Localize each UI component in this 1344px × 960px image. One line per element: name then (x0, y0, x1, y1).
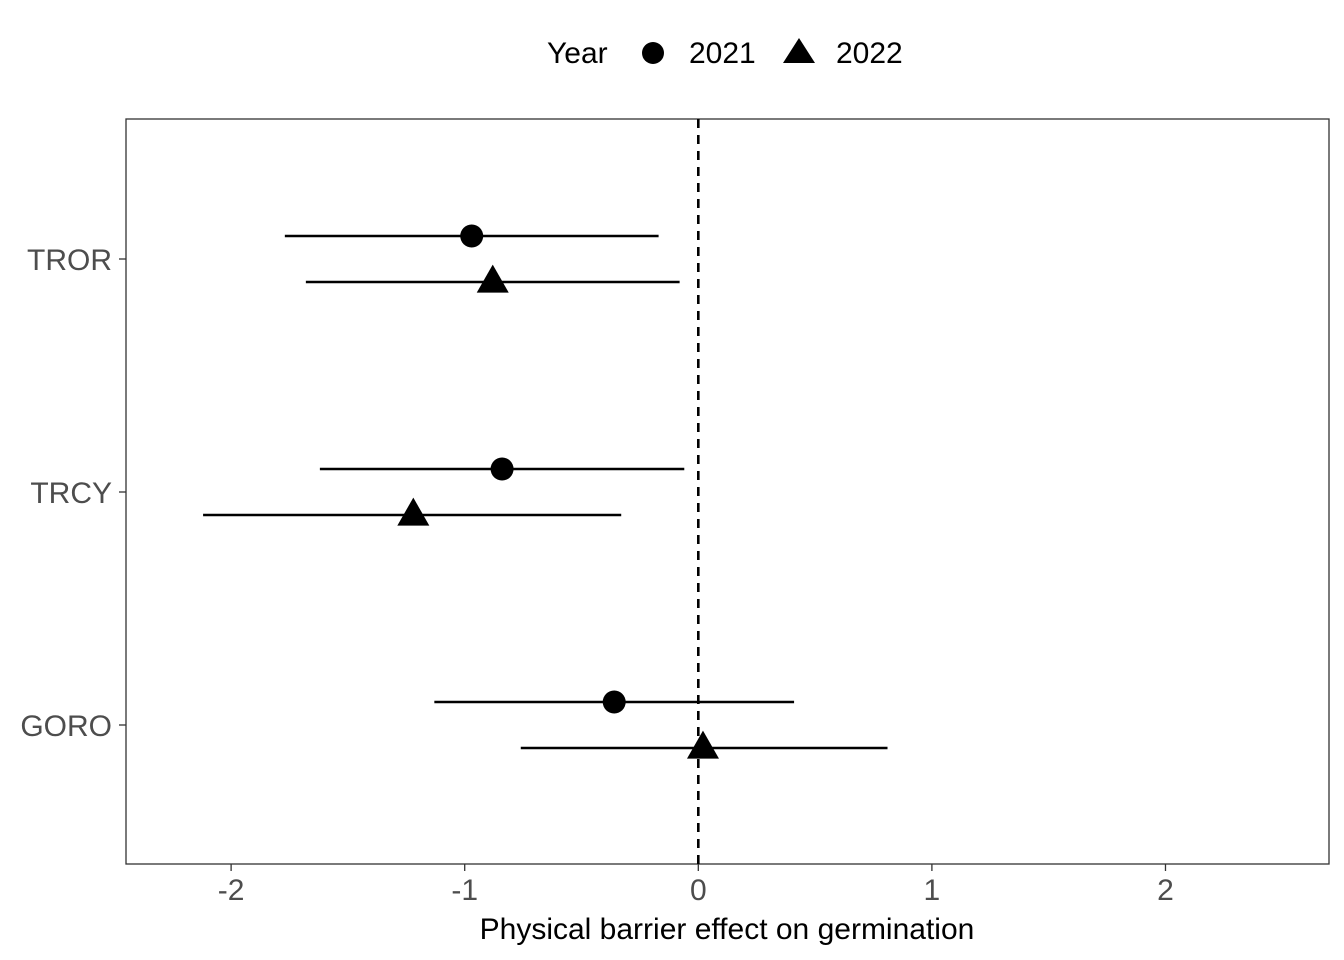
axes: TROR TRCY GORO -2 -1 0 1 2 (20, 244, 1174, 907)
x-tick-label-4: 2 (1157, 874, 1174, 907)
x-tick-label-3: 1 (924, 874, 941, 907)
point-2021-tror (460, 224, 484, 248)
legend-label-2022: 2022 (836, 37, 903, 70)
point-2021-goro (602, 690, 626, 714)
y-tick-label-goro: GORO (20, 710, 112, 743)
y-tick-label-tror: TROR (27, 244, 112, 277)
legend-marker-triangle (783, 38, 815, 63)
plot-panel (125, 118, 1330, 865)
legend-label-2021: 2021 (689, 37, 756, 70)
y-tick-label-trcy: TRCY (30, 477, 112, 510)
x-tick-label-0: -2 (218, 874, 245, 907)
point-2022-trcy (397, 497, 430, 526)
plot-marks (203, 119, 888, 864)
x-axis-title: Physical barrier effect on germination (480, 913, 975, 946)
point-2021-trcy (490, 457, 514, 481)
legend-title: Year (547, 37, 608, 70)
x-tick-label-2: 0 (690, 874, 707, 907)
point-2022-goro (686, 730, 719, 759)
point-2022-tror (476, 264, 509, 293)
x-tick-label-1: -1 (451, 874, 478, 907)
legend-marker-circle (642, 42, 664, 64)
legend: Year 2021 2022 (547, 37, 903, 70)
